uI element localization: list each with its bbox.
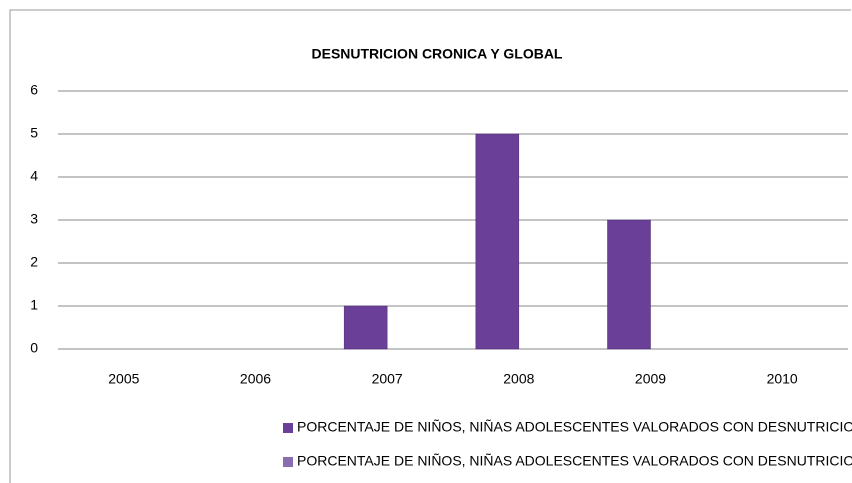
x-tick-label: 2010: [767, 371, 798, 387]
y-tick-label: 4: [30, 168, 38, 184]
y-tick-label: 1: [30, 297, 38, 313]
chart-title: DESNUTRICION CRONICA Y GLOBAL: [312, 46, 563, 62]
bar: [343, 305, 388, 350]
chart-border: [9, 9, 851, 483]
legend-label: PORCENTAJE DE NIÑOS, NIÑAS ADOLESCENTES …: [297, 453, 852, 469]
y-tick-label: 3: [30, 211, 38, 227]
bar: [607, 219, 651, 350]
legend-label: PORCENTAJE DE NIÑOS, NIÑAS ADOLESCENTES …: [297, 419, 852, 435]
y-tick-label: 2: [30, 254, 38, 270]
legend-swatch: [283, 457, 293, 467]
x-tick-label: 2007: [372, 371, 403, 387]
y-tick-label: 6: [30, 82, 38, 98]
x-tick-label: 2005: [108, 371, 139, 387]
y-tick-label: 5: [30, 125, 38, 141]
x-tick-label: 2008: [503, 371, 534, 387]
x-tick-label: 2009: [635, 371, 666, 387]
y-tick-label: 0: [30, 340, 38, 356]
bar: [475, 133, 520, 350]
x-tick-label: 2006: [240, 371, 271, 387]
legend-swatch: [283, 423, 293, 433]
